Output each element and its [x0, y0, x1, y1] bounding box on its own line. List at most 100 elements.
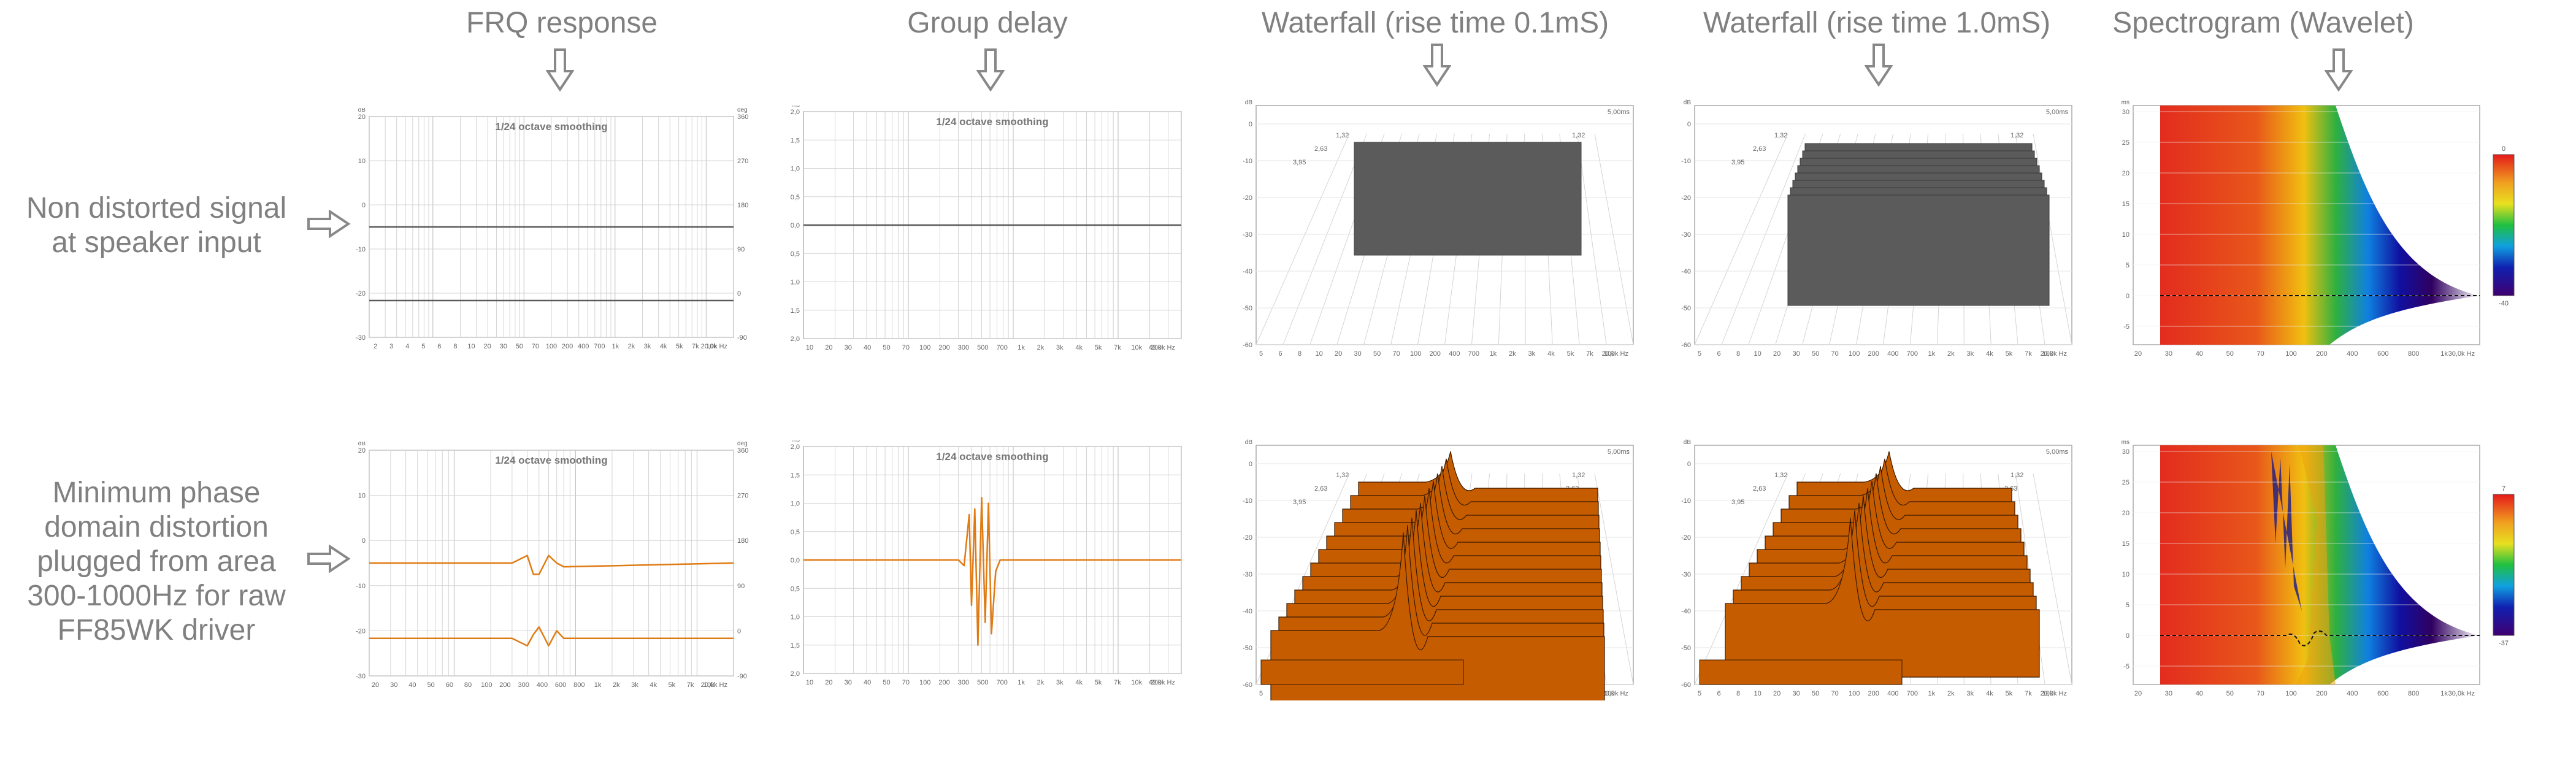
x-tick-label: 100: [919, 344, 930, 351]
y-tick-label: 15: [2122, 201, 2129, 208]
x-tick-label: 20,0k Hz: [2041, 690, 2067, 697]
grid-line: [1721, 133, 1806, 345]
x-tick-label: 10: [467, 343, 475, 350]
x-tick-label: 2k: [1947, 690, 1955, 697]
y2-tick-label: 90: [737, 583, 745, 590]
x-tick-label: 3k: [631, 681, 638, 689]
x-tick-label: 500: [977, 344, 988, 351]
y-tick-label: -30: [1681, 571, 1691, 578]
y-tick-label: -60: [1681, 342, 1691, 349]
col-title-frq: FRQ response: [466, 7, 658, 39]
x-tick-label: 2k: [1037, 679, 1045, 686]
x-tick-label: 600: [2377, 350, 2388, 358]
y-tick-label: -50: [1243, 305, 1252, 312]
x-tick-label: 70: [1393, 350, 1400, 358]
y-unit-label: dB: [1245, 439, 1253, 446]
waterfall-01-clean-chart: 0 -10 -20 -30 -40 -50 -60 dB 5,00ms 1,32 1,32 2,63 2…: [1243, 99, 1634, 358]
x-tick-label: 5: [1698, 350, 1701, 358]
y2-tick-label: 90: [737, 246, 745, 253]
y-tick-label: 10: [2122, 571, 2129, 578]
y-tick-label: 0: [2126, 632, 2129, 640]
spectrogram-heatmap: [2160, 105, 2480, 345]
x-tick-label: 700: [594, 343, 605, 350]
x-tick-label: 50: [2226, 350, 2234, 358]
right-arrow-icon: [307, 545, 351, 573]
row-label-line: FF85WK driver: [57, 614, 256, 646]
down-arrow-icon: [546, 48, 574, 92]
grid-line: [2033, 473, 2072, 685]
x-tick-label: 20: [1773, 690, 1781, 697]
x-tick-label: 10k: [706, 343, 717, 350]
x-tick-label: 4k: [660, 343, 667, 350]
x-tick-label: 5k: [669, 681, 676, 689]
y-tick-label: 5: [2126, 262, 2129, 269]
z-axis-label: 3,95: [1731, 159, 1744, 166]
x-tick-label: 100: [546, 343, 557, 350]
z-axis-label: 1,32: [1774, 132, 1787, 139]
right-arrow-icon: [307, 210, 351, 238]
x-tick-label: 1k: [1928, 690, 1936, 697]
x-tick-label: 7k: [1114, 344, 1121, 351]
x-tick-label: 2k: [628, 343, 635, 350]
x-tick-label: 100: [2285, 690, 2296, 697]
row-label-line: at speaker input: [52, 226, 261, 259]
y-tick-label: -10: [356, 246, 366, 253]
x-tick-label: 200: [499, 681, 510, 689]
z-axis-label: 2,63: [1753, 145, 1766, 153]
x-tick-label: 7k: [2025, 350, 2032, 358]
y-tick-label: 0: [1249, 461, 1252, 468]
x-tick-label: 20,0k Hz: [2041, 350, 2067, 358]
y-tick-label: 0: [362, 537, 366, 545]
y-tick-label: -30: [356, 334, 366, 342]
x-tick-label: 1k: [594, 681, 602, 689]
x-tick-label: 700: [997, 679, 1008, 686]
x-tick-label: 20,0k Hz: [1602, 690, 1628, 697]
x-tick-label: 700: [1468, 350, 1479, 358]
x-tick-label: 70: [902, 344, 910, 351]
x-tick-label: 3k: [644, 343, 651, 350]
y-tick-label: 0,5: [791, 194, 800, 201]
x-tick-label: 8: [1736, 350, 1740, 358]
z-axis-label: 1,32: [1572, 472, 1585, 479]
colorbar-max-label: 7: [2502, 485, 2505, 493]
y-tick-label: 1,5: [791, 472, 800, 479]
x-tick-label: 1k: [612, 343, 619, 350]
grid-line: [1282, 133, 1368, 345]
x-tick-label: 20: [1773, 350, 1781, 358]
y-tick-label: -10: [1681, 158, 1691, 165]
y-tick-label: 1,0: [791, 500, 800, 508]
waterfall-slice: [1354, 142, 1582, 256]
z-axis-label: 1,32: [1336, 472, 1349, 479]
x-tick-label: 10: [806, 679, 813, 686]
x-tick-label: 10k: [1131, 679, 1142, 686]
y2-tick-label: 270: [737, 158, 748, 165]
x-tick-label: 10k: [2042, 350, 2053, 358]
chart-annotation: 1/24 octave smoothing: [936, 451, 1048, 462]
x-tick-label: 100: [1410, 350, 1421, 358]
x-tick-label: 8: [1736, 690, 1740, 697]
x-tick-label: 50: [1812, 690, 1819, 697]
y-tick-label: 0: [1249, 121, 1252, 128]
z-axis-label: 1,32: [1336, 132, 1349, 139]
x-tick-label: 40,0k Hz: [1149, 344, 1175, 351]
row-label-line: Non distorted signal: [26, 192, 287, 224]
x-tick-label: 800: [2408, 690, 2419, 697]
x-tick-label: 70: [2257, 690, 2264, 697]
y-tick-label: -1,0: [790, 279, 800, 286]
y-tick-label: -1,0: [790, 614, 800, 621]
x-tick-label: 800: [573, 681, 585, 689]
down-arrow-icon: [2325, 48, 2353, 92]
y-tick-label: 5: [2126, 602, 2129, 609]
y2-tick-label: -90: [737, 673, 747, 680]
x-tick-label: 30: [1354, 350, 1362, 358]
y-tick-label: -40: [1681, 268, 1691, 275]
y-tick-label: 1,0: [791, 166, 800, 173]
y-tick-label: 0,0: [791, 222, 800, 229]
y-tick-label: 0: [1687, 461, 1691, 468]
x-tick-label: 30,0k Hz: [2448, 350, 2475, 358]
y-tick-label: 2,0: [791, 109, 800, 116]
x-tick-label: 1k: [2440, 350, 2448, 358]
x-tick-label: 4k: [1547, 350, 1555, 358]
y-unit-label: dB: [1245, 99, 1253, 106]
z-axis-label: 1,32: [2011, 472, 2023, 479]
